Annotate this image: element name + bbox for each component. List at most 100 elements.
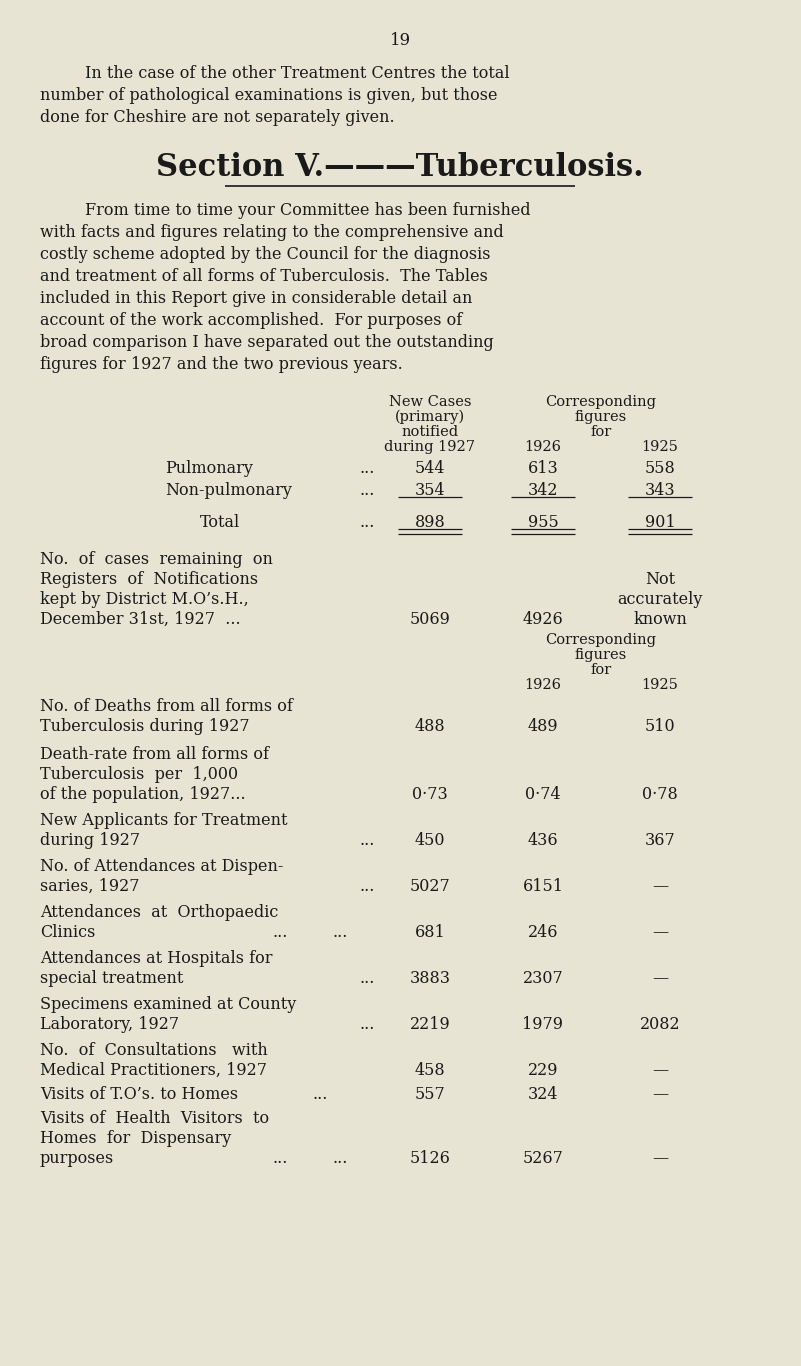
Text: No. of Attendances at Dispen-: No. of Attendances at Dispen- [40,858,284,876]
Text: 19: 19 [389,31,411,49]
Text: notified: notified [401,425,458,438]
Text: during 1927: during 1927 [40,832,140,850]
Text: 0·74: 0·74 [525,785,561,803]
Text: 343: 343 [645,482,675,499]
Text: No.  of  Consultations   with: No. of Consultations with [40,1042,268,1059]
Text: ...: ... [360,1016,375,1033]
Text: figures for 1927 and the two previous years.: figures for 1927 and the two previous ye… [40,357,403,373]
Text: number of pathological examinations is given, but those: number of pathological examinations is g… [40,87,497,104]
Text: 324: 324 [528,1086,558,1102]
Text: 342: 342 [528,482,558,499]
Text: Laboratory, 1927: Laboratory, 1927 [40,1016,179,1033]
Text: 436: 436 [528,832,558,850]
Text: 558: 558 [645,460,675,477]
Text: 2082: 2082 [640,1016,680,1033]
Text: for: for [590,663,612,678]
Text: Corresponding: Corresponding [545,632,657,647]
Text: 489: 489 [528,719,558,735]
Text: Registers  of  Notifications: Registers of Notifications [40,571,258,587]
Text: 3883: 3883 [409,970,450,988]
Text: 2307: 2307 [522,970,563,988]
Text: No.  of  cases  remaining  on: No. of cases remaining on [40,550,273,568]
Text: Medical Practitioners, 1927: Medical Practitioners, 1927 [40,1061,267,1079]
Text: (primary): (primary) [395,410,465,425]
Text: ...: ... [360,832,375,850]
Text: done for Cheshire are not separately given.: done for Cheshire are not separately giv… [40,109,395,126]
Text: 510: 510 [645,719,675,735]
Text: 367: 367 [645,832,675,850]
Text: 5126: 5126 [409,1150,450,1167]
Text: with facts and figures relating to the comprehensive and: with facts and figures relating to the c… [40,224,504,240]
Text: 557: 557 [415,1086,445,1102]
Text: 0·73: 0·73 [413,785,448,803]
Text: account of the work accomplished.  For purposes of: account of the work accomplished. For pu… [40,311,462,329]
Text: ...: ... [360,514,375,531]
Text: Visits of T.O’s. to Homes: Visits of T.O’s. to Homes [40,1086,238,1102]
Text: 5027: 5027 [409,878,450,895]
Text: known: known [633,611,687,628]
Text: 1926: 1926 [525,678,562,693]
Text: ...: ... [360,970,375,988]
Text: 450: 450 [415,832,445,850]
Text: costly scheme adopted by the Council for the diagnosis: costly scheme adopted by the Council for… [40,246,490,264]
Text: Attendances at Hospitals for: Attendances at Hospitals for [40,949,272,967]
Text: In the case of the other Treatment Centres the total: In the case of the other Treatment Centr… [85,66,509,82]
Text: —: — [652,970,668,988]
Text: Pulmonary: Pulmonary [165,460,253,477]
Text: 898: 898 [415,514,445,531]
Text: during 1927: during 1927 [384,440,476,454]
Text: Death-rate from all forms of: Death-rate from all forms of [40,746,269,764]
Text: 955: 955 [528,514,558,531]
Text: 613: 613 [528,460,558,477]
Text: figures: figures [575,410,627,423]
Text: December 31st, 1927  ...: December 31st, 1927 ... [40,611,240,628]
Text: 458: 458 [415,1061,445,1079]
Text: of the population, 1927...: of the population, 1927... [40,785,246,803]
Text: 5069: 5069 [409,611,450,628]
Text: 6151: 6151 [522,878,563,895]
Text: and treatment of all forms of Tuberculosis.  The Tables: and treatment of all forms of Tuberculos… [40,268,488,285]
Text: Homes  for  Dispensary: Homes for Dispensary [40,1130,231,1147]
Text: —: — [652,923,668,941]
Text: ...: ... [332,923,348,941]
Text: 544: 544 [415,460,445,477]
Text: 1925: 1925 [642,440,678,454]
Text: ...: ... [332,1150,348,1167]
Text: New Applicants for Treatment: New Applicants for Treatment [40,811,288,829]
Text: Section V.———Tuberculosis.: Section V.———Tuberculosis. [156,152,644,183]
Text: Total: Total [200,514,240,531]
Text: Corresponding: Corresponding [545,395,657,408]
Text: 0·78: 0·78 [642,785,678,803]
Text: Tuberculosis  per  1,000: Tuberculosis per 1,000 [40,766,238,783]
Text: included in this Report give in considerable detail an: included in this Report give in consider… [40,290,473,307]
Text: —: — [652,1061,668,1079]
Text: accurately: accurately [618,591,702,608]
Text: Attendances  at  Orthopaedic: Attendances at Orthopaedic [40,904,279,921]
Text: Clinics: Clinics [40,923,95,941]
Text: 2219: 2219 [409,1016,450,1033]
Text: ...: ... [360,460,375,477]
Text: 354: 354 [415,482,445,499]
Text: ...: ... [360,878,375,895]
Text: New Cases: New Cases [388,395,471,408]
Text: Visits of  Health  Visitors  to: Visits of Health Visitors to [40,1111,269,1127]
Text: purposes: purposes [40,1150,115,1167]
Text: No. of Deaths from all forms of: No. of Deaths from all forms of [40,698,293,714]
Text: ...: ... [312,1086,328,1102]
Text: for: for [590,425,612,438]
Text: 4926: 4926 [522,611,563,628]
Text: saries, 1927: saries, 1927 [40,878,139,895]
Text: ...: ... [272,1150,288,1167]
Text: 1925: 1925 [642,678,678,693]
Text: 488: 488 [415,719,445,735]
Text: Tuberculosis during 1927: Tuberculosis during 1927 [40,719,250,735]
Text: ...: ... [272,923,288,941]
Text: 901: 901 [645,514,675,531]
Text: 1979: 1979 [522,1016,563,1033]
Text: 246: 246 [528,923,558,941]
Text: 681: 681 [415,923,445,941]
Text: —: — [652,1150,668,1167]
Text: Specimens examined at County: Specimens examined at County [40,996,296,1014]
Text: 229: 229 [528,1061,558,1079]
Text: special treatment: special treatment [40,970,183,988]
